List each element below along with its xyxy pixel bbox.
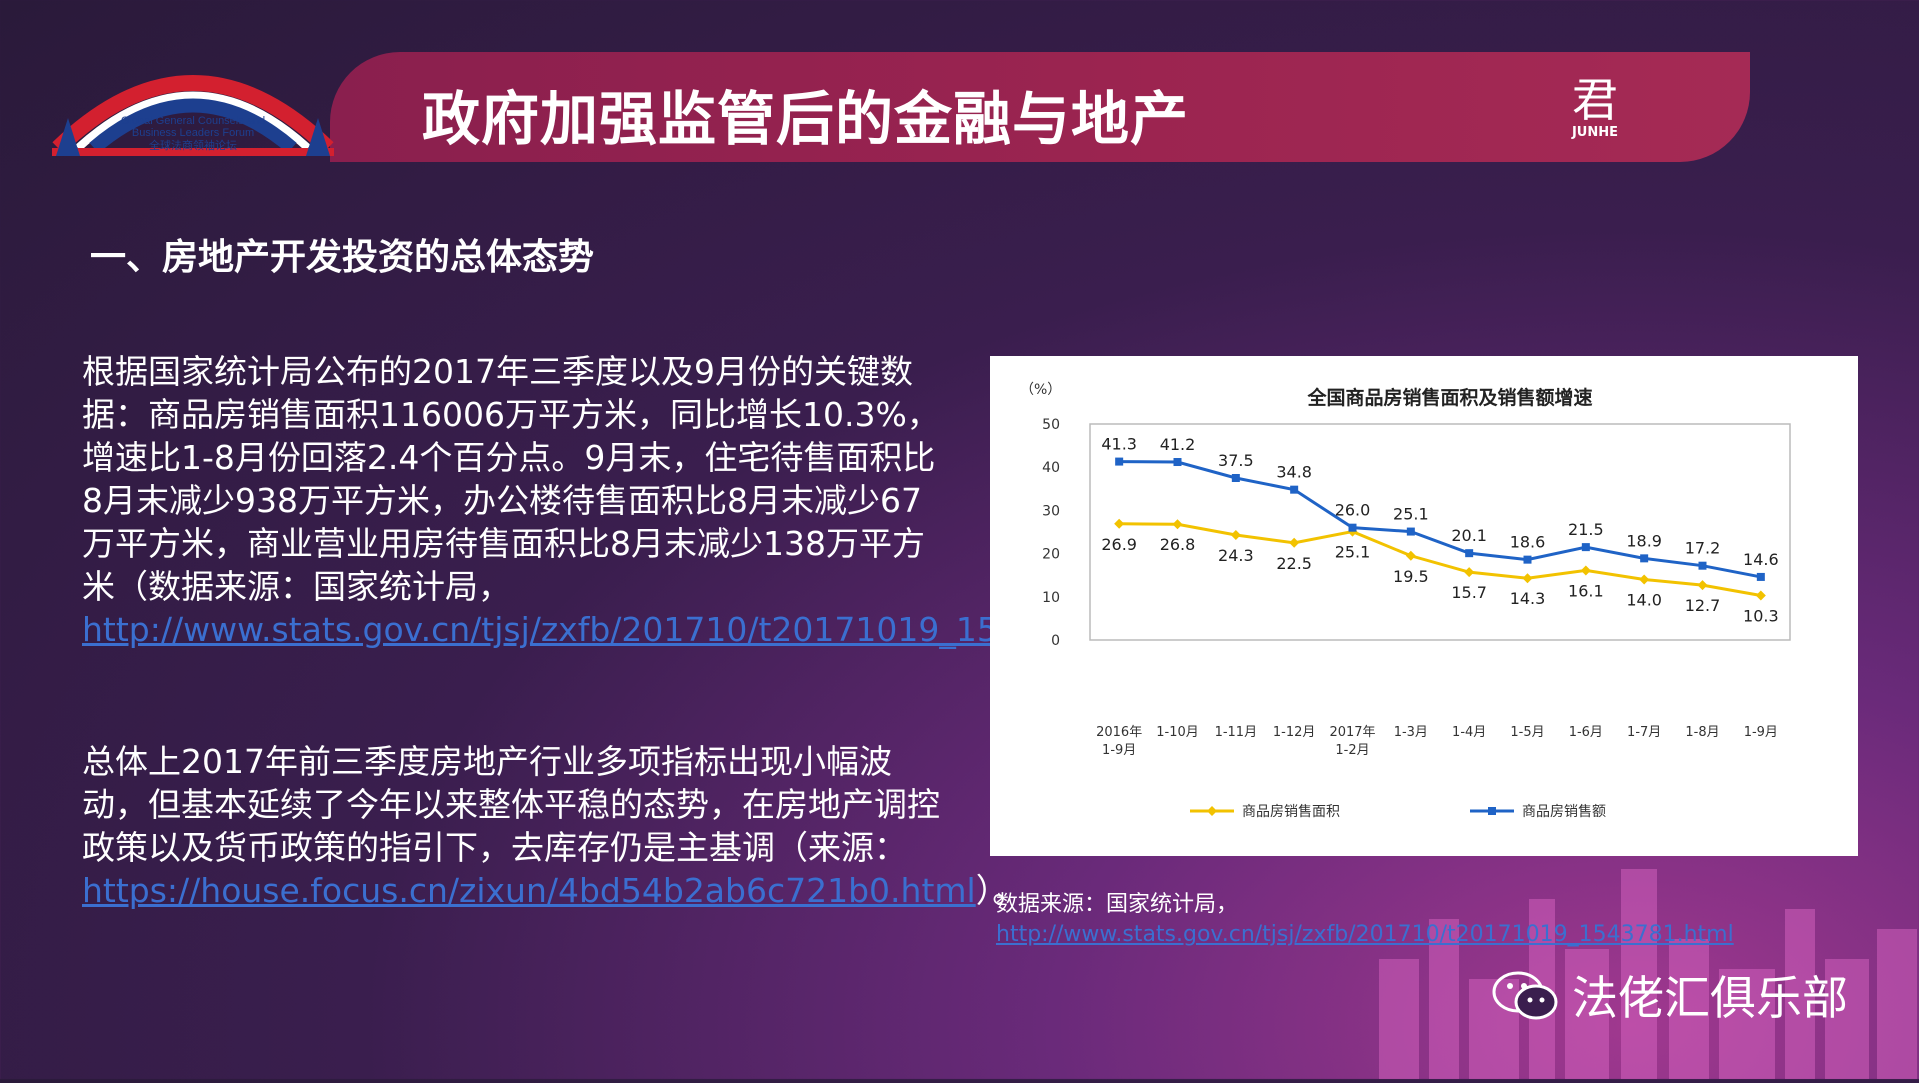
data-point: [1115, 457, 1124, 466]
forum-logo-line3: 全球法商领袖论坛: [149, 138, 237, 152]
data-point: [1697, 580, 1708, 591]
x-tick-label: 1-5月: [1510, 725, 1544, 740]
data-label: 12.7: [1685, 596, 1721, 615]
data-label: 18.9: [1626, 531, 1662, 550]
data-label: 10.3: [1743, 607, 1779, 626]
y-tick-label: 10: [1042, 590, 1060, 606]
data-point: [1464, 567, 1475, 578]
chart-ylabel: （%）: [1020, 382, 1061, 398]
paragraph-1-text: 根据国家统计局公布的2017年三季度以及9月份的关键数据：商品房销售面积1160…: [82, 352, 940, 606]
title-banner: [330, 52, 1750, 162]
junhe-logo: 君 JUNHE: [1565, 75, 1625, 155]
data-point: [1580, 565, 1591, 576]
data-label: 26.9: [1101, 535, 1137, 554]
data-point: [1640, 554, 1649, 563]
data-point: [1465, 549, 1474, 558]
x-tick-label: 1-8月: [1685, 725, 1719, 740]
data-point: [1581, 543, 1590, 552]
data-label: 15.7: [1451, 583, 1487, 602]
data-point: [1523, 555, 1532, 564]
y-tick-label: 0: [1051, 633, 1060, 649]
page-title: 政府加强监管后的金融与地产: [422, 85, 1190, 153]
data-point: [1406, 527, 1415, 536]
data-label: 34.8: [1276, 463, 1312, 482]
data-point: [1522, 573, 1533, 584]
data-point: [1405, 550, 1416, 561]
data-point: [1755, 590, 1766, 601]
series-line-2: [1119, 460, 1762, 579]
data-label: 41.3: [1101, 435, 1137, 454]
forum-logo-line1: Global General Counsels and: [121, 115, 265, 127]
y-tick-label: 30: [1042, 503, 1060, 519]
data-label: 14.3: [1510, 589, 1546, 608]
data-point: [1290, 485, 1299, 494]
data-label: 25.1: [1393, 505, 1429, 524]
junhe-logo-text: JUNHE: [1571, 125, 1619, 140]
x-tick-label: 1-11月: [1215, 725, 1258, 740]
forum-logo-line2: Business Leaders Forum: [132, 127, 254, 139]
sales-growth-chart: 全国商品房销售面积及销售额增速 （%） 0 10 20 30 40 50 2016年 1-9…: [1020, 382, 1791, 820]
chart-title: 全国商品房销售面积及销售额增速: [1306, 386, 1592, 409]
x-tick-label: 2017年 1-2月: [1329, 725, 1375, 758]
data-label: 16.1: [1568, 581, 1604, 600]
x-tick-label: 1-3月: [1394, 725, 1428, 740]
data-point: [1756, 572, 1765, 581]
wechat-badge: 法佬汇俱乐部: [1490, 962, 1848, 1035]
x-tick-label: 1-9月: [1744, 725, 1778, 740]
section-heading: 一、房地产开发投资的总体态势: [90, 237, 595, 278]
chart-container: 全国商品房销售面积及销售额增速 （%） 0 10 20 30 40 50 2016年 1-9…: [990, 356, 1858, 856]
x-tick-label: 1-7月: [1627, 725, 1661, 740]
data-label: 26.0: [1335, 501, 1371, 520]
data-point: [1231, 474, 1240, 482]
data-label: 17.2: [1685, 539, 1721, 558]
data-point: [1114, 518, 1125, 529]
data-label: 20.1: [1451, 526, 1487, 545]
legend-marker: [1488, 807, 1496, 815]
forum-logo: Global General Counsels and Business Lea…: [48, 48, 338, 168]
source-link[interactable]: http://www.stats.gov.cn/tjsj/zxfb/201710…: [996, 922, 1734, 947]
legend-label-2: 商品房销售额: [1522, 804, 1606, 820]
data-point: [1639, 574, 1650, 585]
city-skyline-decoration: [1359, 839, 1919, 1079]
chart-source: 数据来源：国家统计局， http://www.stats.gov.cn/tjsj…: [996, 890, 1896, 950]
data-point: [1173, 458, 1182, 467]
data-label: 21.5: [1568, 520, 1604, 539]
data-point: [1230, 530, 1241, 541]
series-line-1: [1119, 522, 1762, 597]
legend-marker: [1207, 806, 1217, 816]
y-tick-label: 20: [1042, 547, 1060, 563]
x-tick-label: 1-10月: [1156, 725, 1199, 740]
paragraph-1: 根据国家统计局公布的2017年三季度以及9月份的关键数据：商品房销售面积1160…: [82, 350, 1238, 651]
data-label: 19.5: [1393, 567, 1429, 586]
x-tick-label: 1-6月: [1569, 725, 1603, 740]
source-label: 数据来源：国家统计局，: [996, 892, 1239, 917]
data-label: 26.8: [1160, 535, 1196, 554]
focus-link[interactable]: https://house.focus.cn/zixun/4bd54b2ab6c…: [82, 871, 976, 910]
data-point: [1172, 519, 1183, 530]
data-label: 18.6: [1510, 533, 1546, 552]
plot-area-frame: [1089, 423, 1791, 641]
x-tick-label: 1-12月: [1273, 725, 1316, 740]
x-tick-label: 2016年 1-9月: [1096, 725, 1142, 758]
paragraph-2-text: 总体上2017年前三季度房地产行业多项指标出现小幅波动，但基本延续了今年以来整体…: [82, 742, 940, 867]
junhe-logo-glyph: 君: [1572, 73, 1618, 127]
data-label: 14.0: [1626, 591, 1662, 610]
data-point: [1348, 523, 1357, 532]
data-label: 22.5: [1276, 554, 1312, 573]
data-label: 37.5: [1218, 451, 1254, 470]
paragraph-2: 总体上2017年前三季度房地产行业多项指标出现小幅波动，但基本延续了今年以来整体…: [82, 740, 1025, 912]
data-label: 41.2: [1160, 435, 1196, 454]
paragraph-2-tail: ）。: [975, 871, 1026, 910]
data-point: [1698, 561, 1707, 570]
y-tick-label: 50: [1042, 417, 1060, 433]
data-label: 14.6: [1743, 550, 1779, 569]
y-tick-label: 40: [1042, 460, 1060, 476]
legend-label-1: 商品房销售面积: [1242, 804, 1340, 820]
data-point: [1289, 537, 1300, 548]
wechat-label: 法佬汇俱乐部: [1572, 971, 1848, 1025]
x-tick-label: 1-4月: [1452, 725, 1486, 740]
data-label: 24.3: [1218, 546, 1254, 565]
data-label: 25.1: [1335, 543, 1371, 562]
wechat-icon: [1490, 968, 1562, 1035]
